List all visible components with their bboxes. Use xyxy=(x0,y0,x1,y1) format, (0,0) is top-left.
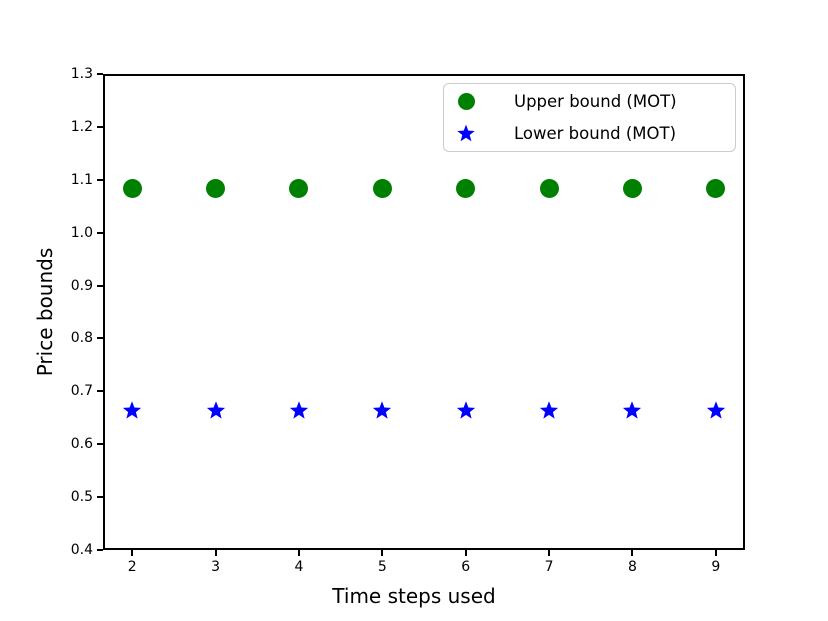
y-axis-label: Price bounds xyxy=(33,247,57,377)
lower-bound-marker xyxy=(706,400,726,424)
x-axis-tick xyxy=(131,550,134,556)
legend-entry-lower-bound: Lower bound (MOT) xyxy=(444,118,735,150)
x-tick-label: 5 xyxy=(377,559,387,575)
legend-label-upper-bound: Upper bound (MOT) xyxy=(514,92,677,112)
y-axis-tick xyxy=(97,390,103,393)
upper-bound-marker xyxy=(289,179,309,199)
y-tick-label: 1.1 xyxy=(70,171,93,188)
x-axis-tick xyxy=(464,550,467,556)
upper-bound-marker xyxy=(372,179,392,199)
x-tick-label: 3 xyxy=(211,559,220,575)
x-axis-tick xyxy=(631,550,634,556)
y-axis-tick xyxy=(97,549,103,551)
x-tick-label: 9 xyxy=(711,559,721,575)
y-tick-label: 0.9 xyxy=(70,277,93,294)
y-tick-label: 0.4 xyxy=(70,542,93,558)
upper-bound-marker xyxy=(122,179,142,199)
upper-bound-circle-icon xyxy=(456,93,476,111)
legend-label-lower-bound: Lower bound (MOT) xyxy=(514,123,677,143)
x-tick-label: 2 xyxy=(127,559,137,575)
lower-bound-marker xyxy=(456,400,476,424)
y-axis-tick xyxy=(97,284,103,287)
x-tick-label: 6 xyxy=(461,559,471,575)
lower-bound-marker xyxy=(289,400,309,424)
legend: Upper bound (MOT) Lower bound (MOT) xyxy=(443,83,736,152)
lower-bound-marker xyxy=(622,400,642,424)
plot-area xyxy=(103,74,745,550)
lower-bound-marker xyxy=(122,400,142,424)
upper-bound-marker xyxy=(622,179,642,199)
y-tick-label: 1.3 xyxy=(70,66,93,82)
x-tick-label: 7 xyxy=(544,559,554,575)
lower-bound-marker xyxy=(539,400,559,424)
x-axis-tick xyxy=(714,550,717,556)
legend-entry-upper-bound: Upper bound (MOT) xyxy=(444,86,735,118)
x-tick-label: 8 xyxy=(627,559,637,575)
x-axis-label: Time steps used xyxy=(332,584,496,608)
y-tick-label: 0.8 xyxy=(70,330,93,347)
y-tick-label: 0.5 xyxy=(70,489,93,506)
lower-bound-marker xyxy=(206,400,226,424)
y-axis-tick xyxy=(97,73,103,75)
upper-bound-marker xyxy=(456,179,476,199)
x-tick-label: 4 xyxy=(294,559,304,575)
upper-bound-marker xyxy=(539,179,559,199)
y-axis-tick xyxy=(97,231,103,234)
x-axis-tick xyxy=(297,550,300,556)
lower-bound-marker xyxy=(372,400,392,424)
y-tick-label: 1.2 xyxy=(70,118,93,135)
y-tick-label: 0.7 xyxy=(70,383,93,400)
y-axis-tick xyxy=(97,125,103,128)
y-axis-tick xyxy=(97,496,103,499)
upper-bound-marker xyxy=(706,179,726,199)
y-tick-label: 0.6 xyxy=(70,436,93,453)
y-axis-tick xyxy=(97,178,103,181)
upper-bound-marker xyxy=(206,179,226,199)
lower-bound-star-icon xyxy=(456,123,476,143)
x-axis-tick xyxy=(381,550,384,556)
y-axis-tick xyxy=(97,337,103,340)
x-axis-tick xyxy=(548,550,551,556)
y-axis-tick xyxy=(97,443,103,446)
x-axis-tick xyxy=(214,550,217,556)
y-tick-label: 1.0 xyxy=(70,224,93,241)
